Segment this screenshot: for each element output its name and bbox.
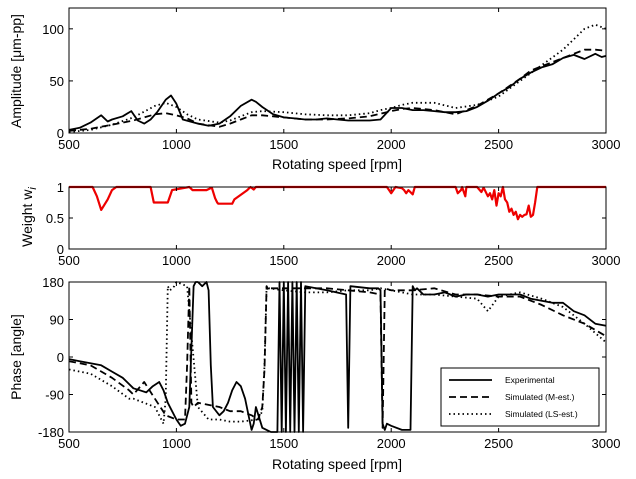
weight-xtick-label: 1000 xyxy=(162,253,191,268)
amplitude-xtick-label: 1000 xyxy=(162,137,191,152)
amplitude-xtick-label: 500 xyxy=(58,137,80,152)
weight-ylabel: Weight wi xyxy=(19,187,39,247)
phase-series-group xyxy=(68,281,607,433)
weight-xtick-label: 2500 xyxy=(484,253,513,268)
phase-ytick-label: -180 xyxy=(38,425,64,440)
weight-ylabel-main: Weight w xyxy=(19,189,35,247)
amplitude-series-ls-est xyxy=(68,23,607,133)
phase-ticks: 500 1000 1500 2000 2500 3000 -180 -90 0 90 180 xyxy=(38,275,620,451)
weight-ylabel-subscript: i xyxy=(27,187,39,190)
phase-xtick-label: 3000 xyxy=(592,436,621,451)
phase-xtick-label: 500 xyxy=(58,436,80,451)
weight-ytick-label: 1 xyxy=(57,180,64,195)
amplitude-ticks: 500 1000 1500 2000 2500 3000 0 50 100 xyxy=(42,8,620,152)
phase-legend: Experimental Simulated (M-est.) Simulate… xyxy=(440,367,600,427)
amplitude-xtick-label: 3000 xyxy=(592,137,621,152)
amplitude-xtick-label: 2000 xyxy=(377,137,406,152)
phase-xtick-label: 1000 xyxy=(162,436,191,451)
phase-xtick-label: 1500 xyxy=(269,436,298,451)
legend-label-ls-est: Simulated (LS-est.) xyxy=(505,409,578,419)
weight-plot-frame xyxy=(68,186,607,250)
legend-label-experimental: Experimental xyxy=(505,375,555,385)
phase-series-m-est xyxy=(68,285,607,429)
weight-xtick-label: 3000 xyxy=(592,253,621,268)
phase-ytick-label: -90 xyxy=(45,388,64,403)
amplitude-ytick-label: 0 xyxy=(57,126,64,141)
phase-series-ls-est xyxy=(68,281,607,425)
amplitude-xtick-label: 2500 xyxy=(484,137,513,152)
weight-ytick-label: 0.5 xyxy=(46,211,64,226)
legend-box xyxy=(440,367,600,427)
amplitude-series-m-est xyxy=(68,48,607,132)
amplitude-plot-frame xyxy=(68,7,607,134)
weight-ticks: 500 1000 1500 2000 2500 3000 0 0.5 1 xyxy=(46,180,621,268)
phase-plot-frame xyxy=(68,281,607,433)
phase-xtick-label: 2000 xyxy=(377,436,406,451)
phase-ytick-label: 90 xyxy=(50,313,64,328)
phase-xtick-label: 2500 xyxy=(484,436,513,451)
weight-xtick-label: 500 xyxy=(58,253,80,268)
weight-xtick-label: 2000 xyxy=(377,253,406,268)
phase-panel: Phase [angle] 500 1000 1500 2000 2500 3000 -18… xyxy=(8,275,620,472)
phase-series-experimental xyxy=(68,281,607,433)
amplitude-ytick-label: 100 xyxy=(42,22,64,37)
amplitude-xtick-label: 1500 xyxy=(269,137,298,152)
amplitude-panel: Amplitude [μm-pp] 500 1000 1500 2000 2500 300… xyxy=(8,7,620,172)
weight-panel: Weight wi 500 1000 1500 2000 2500 3000 0 0.5 1 xyxy=(19,180,620,268)
weight-ytick-label: 0 xyxy=(57,242,64,257)
amplitude-xlabel: Rotating speed [rpm] xyxy=(272,156,402,172)
amplitude-ytick-label: 50 xyxy=(50,74,64,89)
amplitude-ylabel: Amplitude [μm-pp] xyxy=(8,14,24,128)
phase-ytick-label: 180 xyxy=(42,275,64,290)
phase-xlabel: Rotating speed [rpm] xyxy=(272,456,402,472)
phase-ylabel: Phase [angle] xyxy=(8,314,24,400)
weight-xtick-label: 1500 xyxy=(269,253,298,268)
phase-ytick-label: 0 xyxy=(57,350,64,365)
legend-label-m-est: Simulated (M-est.) xyxy=(505,392,575,402)
amplitude-series-group xyxy=(68,23,607,133)
